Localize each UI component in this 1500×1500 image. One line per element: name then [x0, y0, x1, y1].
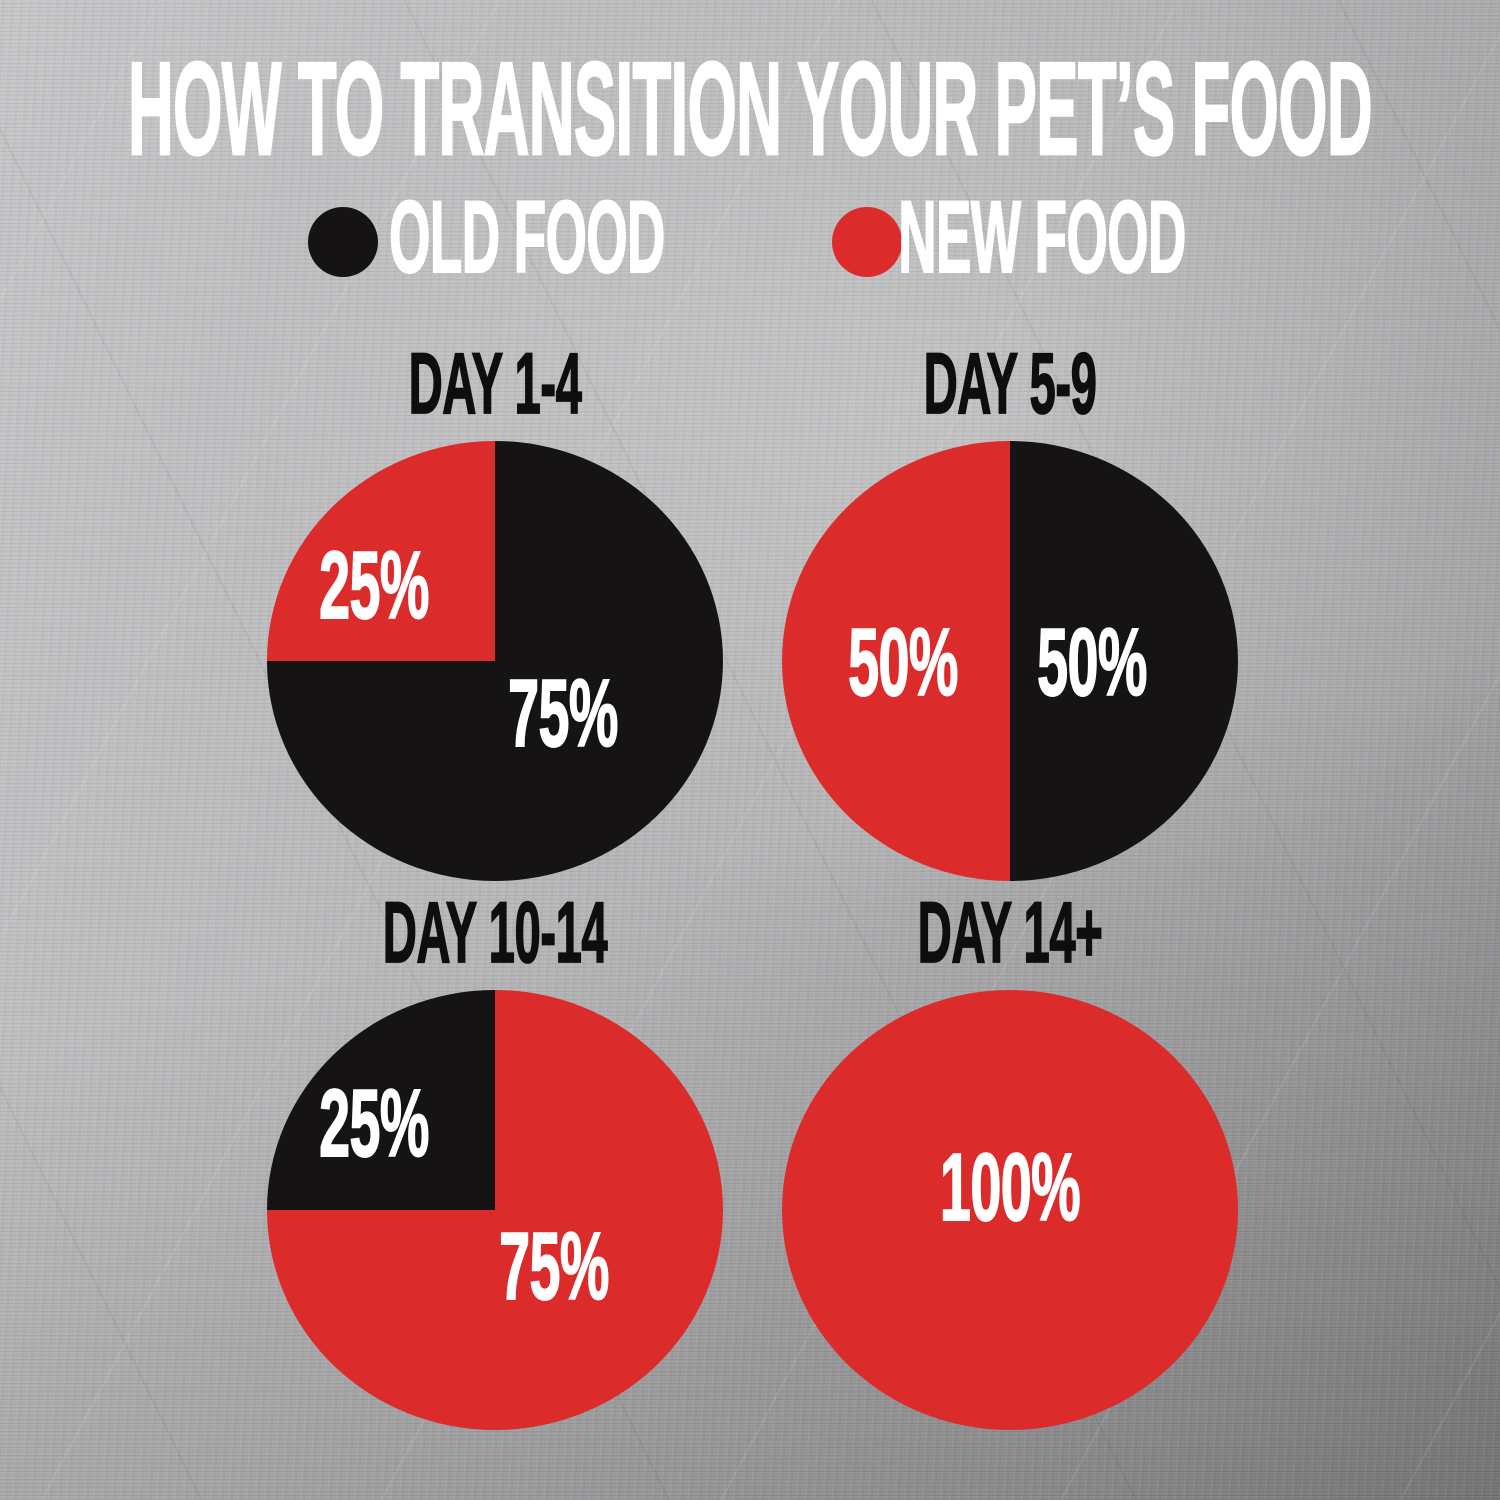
pie-label-new-food: 75%	[499, 1213, 610, 1321]
chart-title-day-5-9: DAY 5-9	[923, 336, 1097, 432]
pie-slice-old-food	[267, 990, 495, 1210]
chart-title-day-10-14: DAY 10-14	[382, 885, 608, 981]
pie-slice-new-food	[782, 441, 1010, 881]
pie-slice-new-food	[267, 441, 495, 661]
pie-slice-new-food	[782, 990, 1238, 1430]
new-food-swatch-icon	[832, 207, 902, 277]
chart-title-day-14-plus: DAY 14+	[917, 885, 1103, 981]
legend-label-old-food: OLD FOOD	[389, 180, 666, 294]
pie-day-5-9: 50% 50%	[782, 441, 1238, 881]
pie-day-14-plus: 100%	[782, 990, 1238, 1430]
pie-svg	[267, 990, 723, 1430]
old-food-swatch-icon	[308, 207, 378, 277]
pie-slice-old-food	[1010, 441, 1238, 881]
chart-title-day-1-4: DAY 1-4	[408, 336, 582, 432]
page-title: HOW TO TRANSITION YOUR PET’S FOOD	[127, 35, 1373, 182]
pie-label-old-food: 50%	[1037, 609, 1148, 717]
chart-day-10-14: DAY 10-14 75% 25%	[260, 885, 730, 1440]
pie-day-10-14: 75% 25%	[267, 990, 723, 1430]
pie-label-new-food: 50%	[847, 609, 958, 717]
legend-label-new-food: NEW FOOD	[898, 180, 1187, 294]
pie-svg	[267, 441, 723, 881]
pie-day-1-4: 75% 25%	[267, 441, 723, 881]
pie-svg	[782, 990, 1238, 1430]
pie-label-old-food: 75%	[508, 659, 619, 767]
pie-label-new-food: 25%	[319, 532, 430, 640]
pie-svg	[782, 441, 1238, 881]
chart-day-5-9: DAY 5-9 50% 50%	[775, 336, 1245, 891]
chart-day-14-plus: DAY 14+ 100%	[775, 885, 1245, 1440]
chart-day-1-4: DAY 1-4 75% 25%	[260, 336, 730, 891]
pie-label-old-food: 25%	[319, 1070, 430, 1178]
pie-label-new-food: 100%	[939, 1134, 1081, 1241]
